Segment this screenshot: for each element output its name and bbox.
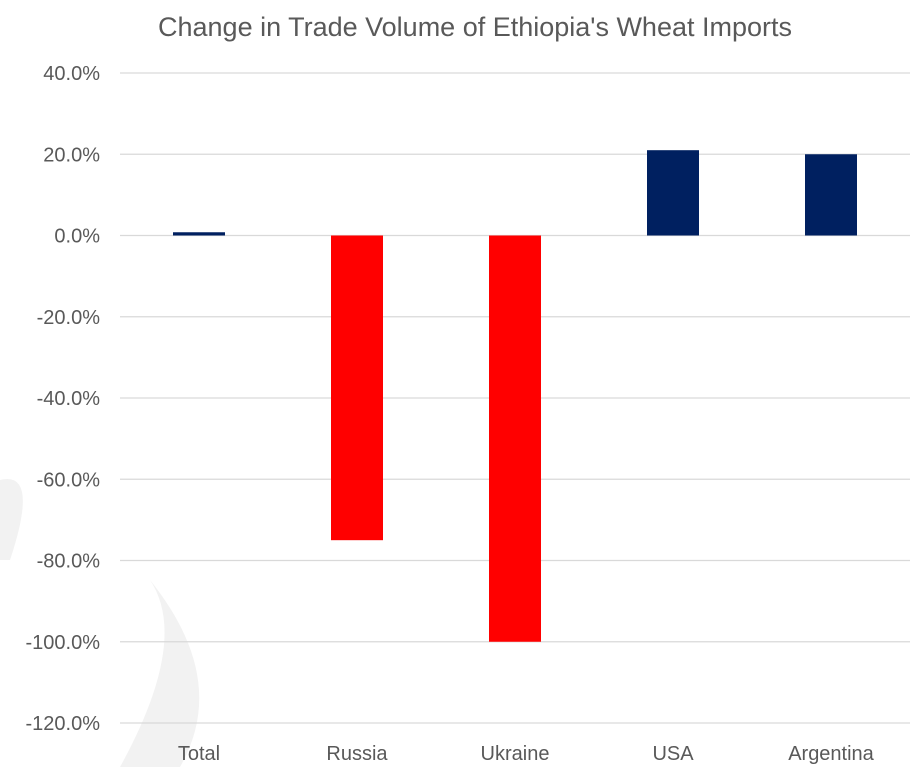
y-tick-label: 20.0% — [43, 144, 100, 166]
x-tick-label: Ukraine — [481, 743, 550, 765]
y-tick-label: -80.0% — [37, 551, 101, 573]
x-tick-label: Argentina — [788, 743, 874, 765]
y-tick-label: -20.0% — [37, 307, 101, 329]
bar-russia — [331, 235, 383, 541]
chart-title: Change in Trade Volume of Ethiopia's Whe… — [158, 12, 792, 42]
x-tick-label: Total — [178, 743, 220, 765]
y-tick-label: 40.0% — [43, 63, 100, 85]
y-tick-label: -120.0% — [26, 713, 101, 735]
bars — [173, 150, 857, 642]
bar-usa — [647, 150, 699, 236]
y-tick-label: -100.0% — [26, 632, 101, 654]
bar-argentina — [805, 154, 857, 236]
background-swoosh-2 — [120, 580, 200, 767]
y-tick-label: -40.0% — [37, 388, 101, 410]
x-axis-tick-labels: Total Russia Ukraine USA Argentina — [178, 743, 875, 765]
y-tick-label: 0.0% — [54, 226, 100, 248]
y-tick-label: -60.0% — [37, 469, 101, 491]
background-swoosh — [0, 479, 23, 560]
x-tick-label: USA — [652, 743, 694, 765]
bar-total — [173, 232, 225, 236]
bar-ukraine — [489, 235, 541, 642]
x-tick-label: Russia — [326, 743, 388, 765]
y-axis-tick-labels: 40.0% 20.0% 0.0% -20.0% -40.0% -60.0% -80.0% -1… — [26, 63, 101, 735]
